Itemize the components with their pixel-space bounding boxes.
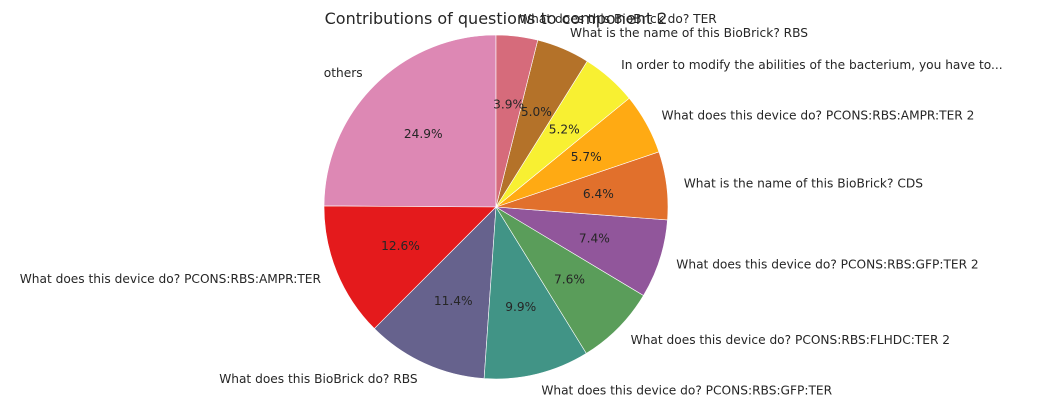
slice-category-label: What does this device do? PCONS:RBS:GFP:… — [541, 384, 832, 398]
slice-category-label: What does this device do? PCONS:RBS:GFP:… — [676, 257, 978, 271]
slice-category-label: What does this device do? PCONS:RBS:FLHD… — [631, 333, 950, 347]
slice-category-label: others — [324, 66, 363, 80]
slice-percent-label: 5.2% — [549, 123, 580, 137]
slice-percent-label: 12.6% — [381, 239, 420, 253]
slice-percent-label: 3.9% — [493, 98, 524, 112]
pie-slice — [323, 34, 497, 208]
slice-percent-label: 11.4% — [434, 294, 473, 308]
slice-percent-label: 24.9% — [404, 127, 443, 141]
slice-percent-label: 7.6% — [554, 273, 585, 287]
slice-category-label: What does this BioBrick do? RBS — [219, 372, 418, 386]
pie-slices — [323, 34, 669, 380]
pie-slice — [495, 34, 539, 208]
slice-percent-label: 6.4% — [583, 187, 614, 201]
slice-percent-label: 5.7% — [571, 150, 602, 164]
pie-slice — [483, 206, 587, 380]
pie-slice — [373, 206, 497, 379]
pie-slice — [323, 205, 497, 330]
slice-category-label: What does this device do? PCONS:RBS:AMPR… — [662, 108, 975, 122]
slice-percent-label: 9.9% — [505, 300, 536, 314]
slice-category-label: What does this BioBrick do? TER — [519, 12, 717, 26]
chart-title: Contributions of questions to component … — [325, 9, 668, 28]
slice-category-label: In order to modify the abilities of the … — [621, 58, 1003, 72]
slice-category-label: What is the name of this BioBrick? RBS — [570, 26, 808, 40]
slice-percent-label: 5.0% — [521, 105, 552, 119]
pie-labels: 24.9% others 12.6% What does this device do… — [20, 12, 1003, 397]
slice-category-label: What does this device do? PCONS:RBS:AMPR… — [20, 272, 322, 286]
slice-percent-label: 7.4% — [579, 231, 610, 245]
slice-category-label: What is the name of this BioBrick? CDS — [684, 176, 924, 190]
